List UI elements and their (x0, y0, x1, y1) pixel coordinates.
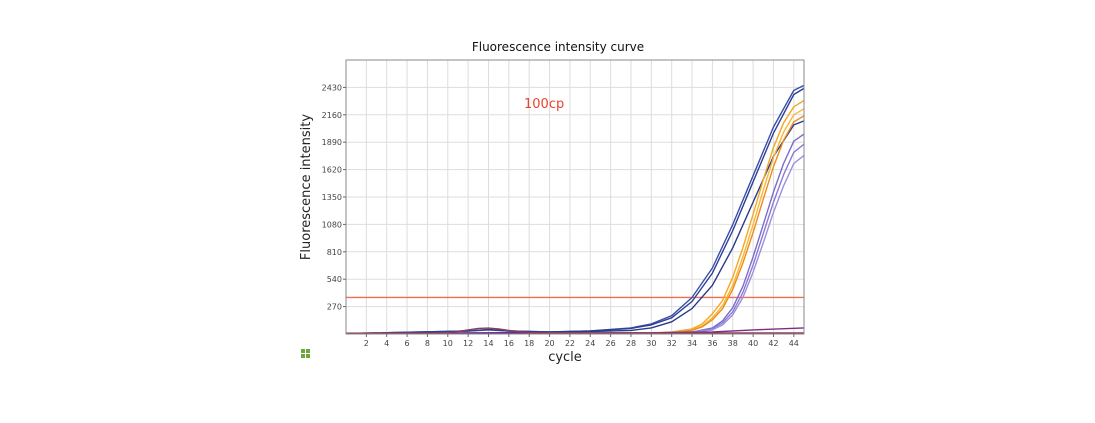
amplification-curve (345, 84, 805, 335)
x-tick-label: 40 (748, 339, 758, 348)
x-tick-label: 10 (443, 339, 453, 348)
y-tick-labels: 270 540 810 1080 1350 1620 1890 2160 2430 (322, 83, 346, 312)
y-tick-label: 540 (327, 275, 342, 284)
x-tick-label: 20 (544, 339, 554, 348)
x-tick-labels: 2 4 6 8 10 12 14 16 18 20 22 24 26 28 30 32 34 36 38 40 42 44 (364, 334, 799, 348)
x-tick-label: 14 (483, 339, 493, 348)
y-tick-label: 2160 (322, 111, 342, 120)
amplification-curve (345, 133, 805, 335)
amplification-curve (345, 327, 804, 334)
x-tick-label: 38 (728, 339, 738, 348)
y-axis-label: Fluorescence intensity (299, 114, 314, 260)
y-tick-label: 810 (327, 248, 342, 257)
x-tick-label: 26 (606, 339, 616, 348)
x-tick-label: 42 (768, 339, 778, 348)
x-tick-label: 6 (405, 339, 410, 348)
chart-title: Fluorescence intensity curve (472, 40, 644, 54)
x-tick-label: 12 (463, 339, 473, 348)
x-tick-label: 18 (524, 339, 534, 348)
x-tick-label: 32 (667, 339, 677, 348)
series-layer (345, 84, 805, 335)
x-tick-label: 24 (585, 339, 595, 348)
amplification-curve (345, 120, 805, 335)
y-tick-label: 1080 (322, 220, 342, 229)
grid-icon[interactable] (301, 349, 310, 358)
y-tick-label: 2430 (322, 83, 342, 92)
amplification-curve (345, 143, 805, 335)
x-tick-label: 44 (789, 339, 799, 348)
x-tick-label: 16 (504, 339, 514, 348)
x-tick-label: 30 (646, 339, 656, 348)
amplification-curve (345, 87, 805, 335)
y-tick-label: 270 (327, 303, 342, 312)
x-tick-label: 34 (687, 339, 697, 348)
x-tick-label: 36 (707, 339, 717, 348)
x-tick-label: 4 (384, 339, 389, 348)
y-tick-label: 1350 (322, 193, 342, 202)
sample-annotation: 100cp (524, 97, 564, 112)
y-tick-label: 1890 (322, 138, 342, 147)
x-tick-label: 22 (565, 339, 575, 348)
x-tick-label: 8 (425, 339, 430, 348)
x-axis-label: cycle (548, 350, 582, 365)
x-tick-label: 28 (626, 339, 636, 348)
x-tick-label: 2 (364, 339, 369, 348)
grid-layer (346, 60, 804, 334)
y-tick-label: 1620 (322, 166, 342, 175)
